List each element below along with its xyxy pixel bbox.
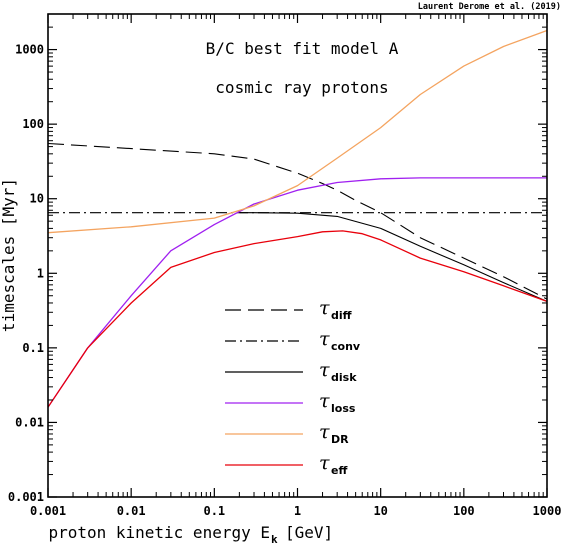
chart-title-line-1: B/C best fit model A bbox=[206, 39, 399, 58]
legend-label: loss bbox=[331, 402, 356, 415]
legend-label: disk bbox=[331, 371, 357, 384]
legend-label: diff bbox=[331, 309, 352, 322]
x-tick-label: 0.01 bbox=[117, 504, 146, 518]
x-tick-label: 0.001 bbox=[30, 504, 66, 518]
legend-label: DR bbox=[331, 433, 349, 446]
series-line-loss bbox=[47, 177, 547, 408]
x-tick-label: 0.1 bbox=[203, 504, 225, 518]
y-tick-label: 100 bbox=[22, 117, 44, 131]
x-tick-label: 1000 bbox=[533, 504, 562, 518]
legend-symbol: τ bbox=[319, 421, 330, 443]
legend-symbol: τ bbox=[319, 297, 330, 319]
x-axis-label-subscript: k bbox=[271, 533, 278, 546]
x-axis-label-unit: [GeV] bbox=[285, 523, 333, 542]
y-tick-label: 10 bbox=[30, 192, 44, 206]
series-line-diff bbox=[47, 142, 548, 300]
y-tick-label: 1000 bbox=[15, 43, 44, 57]
x-axis-label: proton kinetic energy E bbox=[48, 523, 270, 542]
series-line-dr bbox=[47, 29, 548, 234]
legend-symbol: τ bbox=[319, 452, 330, 474]
y-tick-label: 0.1 bbox=[22, 341, 44, 355]
y-tick-label: 0.01 bbox=[15, 415, 44, 429]
legend-label: conv bbox=[331, 340, 361, 353]
y-tick-label: 0.001 bbox=[8, 490, 44, 504]
legend-label: eff bbox=[331, 464, 347, 477]
x-tick-label: 1 bbox=[294, 504, 301, 518]
legend-symbol: τ bbox=[319, 390, 330, 412]
legend-symbol: τ bbox=[319, 328, 330, 350]
series-line-disk bbox=[239, 212, 548, 302]
chart-title-line-2: cosmic ray protons bbox=[215, 78, 388, 97]
series-layer bbox=[47, 29, 548, 408]
y-axis-label: timescales [Myr] bbox=[0, 178, 18, 332]
y-tick-label: 1 bbox=[37, 266, 44, 280]
series-line-eff bbox=[47, 230, 548, 408]
legend-symbol: τ bbox=[319, 359, 330, 381]
label-layer: 0.001 0.01 0.1 1 10 100 1000 0.001 0.01 0.1 1 10 100… bbox=[8, 43, 562, 518]
x-axis-label-main: proton kinetic energy E bbox=[48, 523, 270, 542]
tick-layer bbox=[47, 13, 548, 498]
x-tick-label: 10 bbox=[373, 504, 387, 518]
credit-text: Laurent Derome et al. (2019) bbox=[418, 2, 561, 12]
x-tick-label: 100 bbox=[453, 504, 475, 518]
